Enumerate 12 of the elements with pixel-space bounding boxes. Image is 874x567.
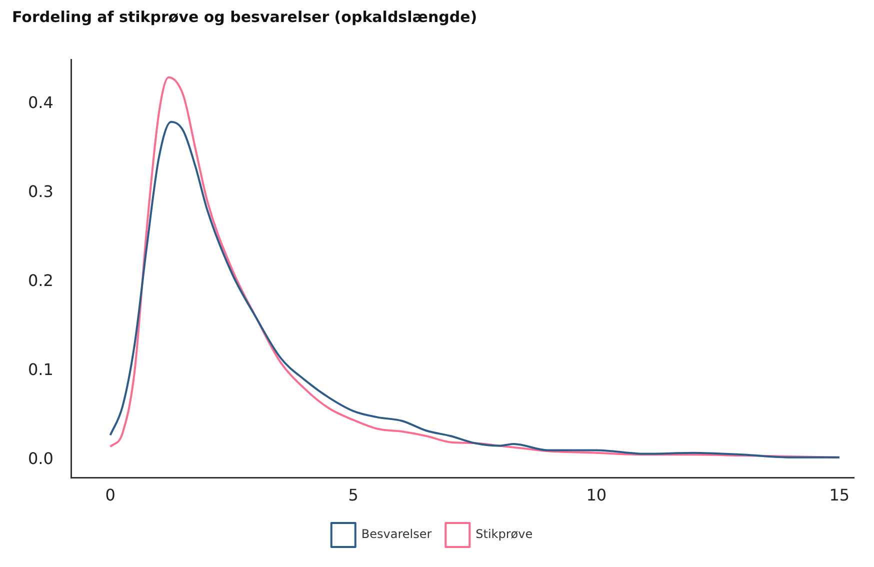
y-tick-label: 0.4 xyxy=(28,93,54,112)
y-tick-label: 0.1 xyxy=(28,360,54,380)
y-tick-label: 0.3 xyxy=(28,182,54,202)
chart-title: Fordeling af stikprøve og besvarelser (opkaldslængde) xyxy=(12,8,478,26)
x-tick-label: 0 xyxy=(105,486,116,505)
x-tick-label: 10 xyxy=(586,486,607,505)
x-tick-label: 5 xyxy=(348,486,358,505)
y-tick-label: 0.2 xyxy=(28,271,54,290)
x-tick-label: 15 xyxy=(829,486,850,505)
legend-label: Besvarelser xyxy=(361,527,432,542)
legend-label: Stikprøve xyxy=(476,527,533,542)
y-tick-label: 0.0 xyxy=(28,449,54,468)
